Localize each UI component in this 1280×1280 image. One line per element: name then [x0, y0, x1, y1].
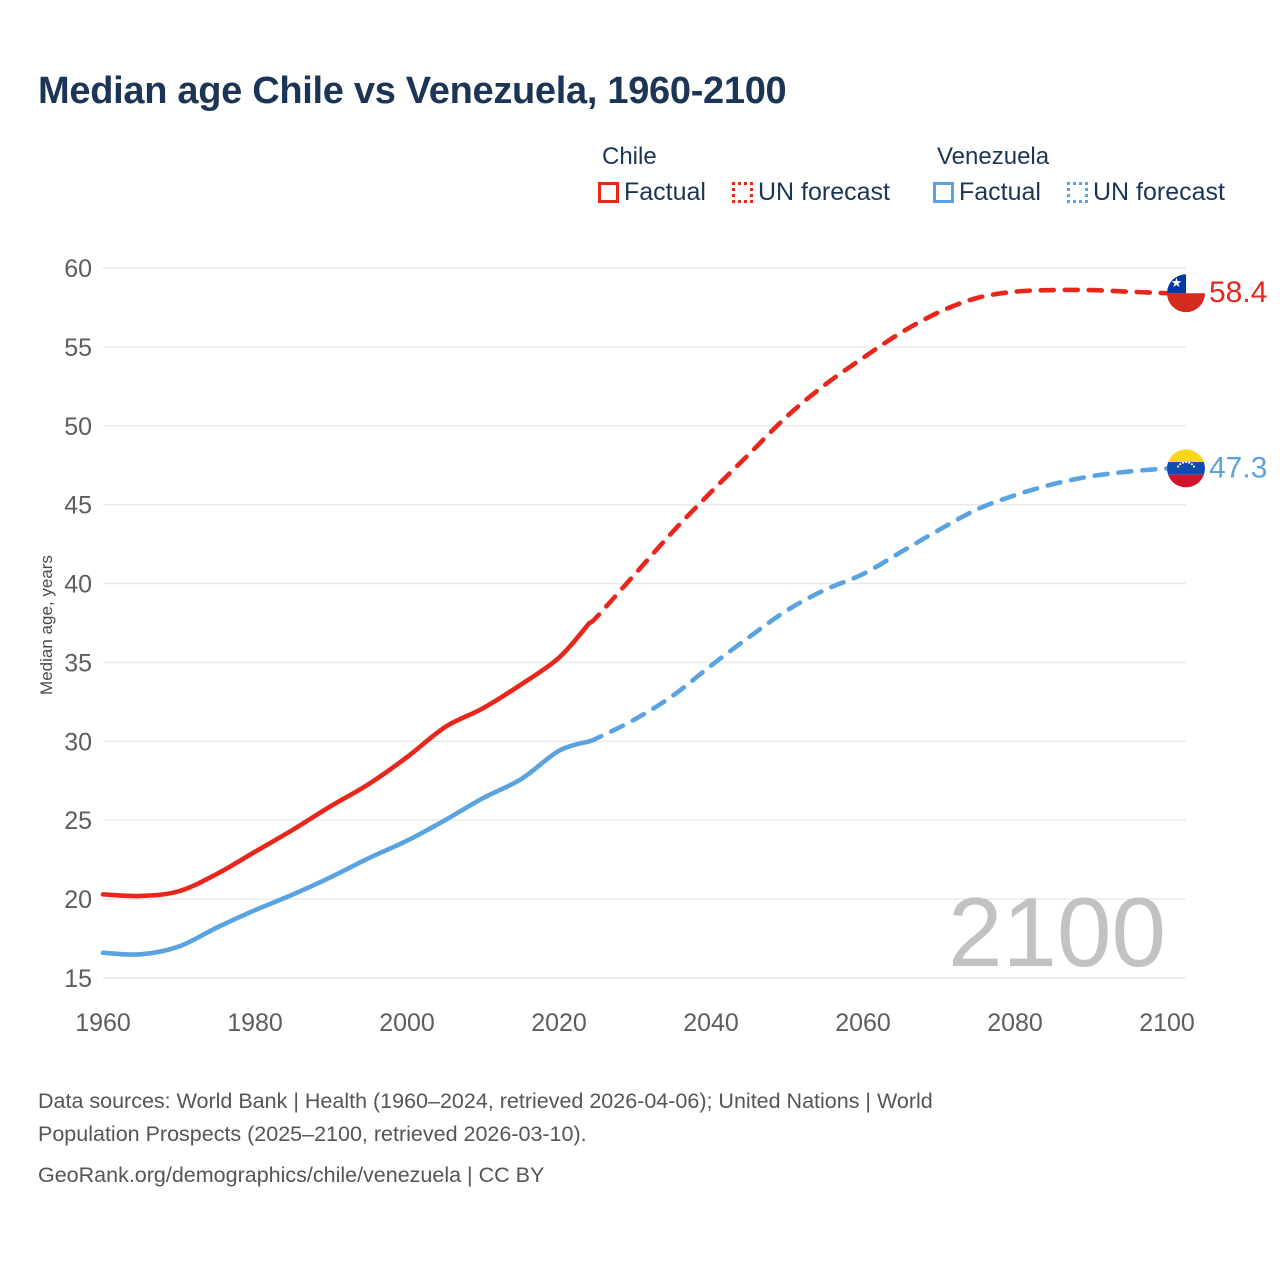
legend-label-venezuela-forecast: UN forecast: [1092, 178, 1225, 206]
footer-sources-line1: Data sources: World Bank | Health (1960–…: [38, 1089, 933, 1113]
legend-heading-chile: Chile: [602, 143, 657, 170]
x-tick-label: 2020: [531, 1009, 587, 1037]
end-label-venezuela: 47.3: [1209, 451, 1267, 484]
end-markers: ★ 58.4 47.3: [1167, 274, 1267, 488]
x-tick-label: 2060: [835, 1009, 891, 1037]
legend-swatch-dotted-blue-icon: [1066, 182, 1088, 203]
x-tick-label: 2100: [1139, 1009, 1195, 1037]
y-tick-label: 60: [64, 255, 92, 283]
legend-group-venezuela: Venezuela Factual UN forecast: [933, 142, 1225, 205]
venezuela-flag-icon: [1167, 449, 1205, 488]
series-line-chile-factual: [100, 620, 592, 899]
chile-flag-icon: ★: [1167, 274, 1205, 313]
footer: Data sources: World Bank | Health (1960–…: [38, 1085, 1188, 1192]
y-tick-label: 20: [64, 886, 92, 914]
end-label-chile: 58.4: [1209, 276, 1267, 309]
y-tick-label: 15: [64, 965, 92, 993]
legend-item-venezuela-factual[interactable]: Factual: [933, 180, 1041, 205]
legend-label-chile-forecast: UN forecast: [757, 178, 890, 206]
legend-item-chile-forecast[interactable]: UN forecast: [731, 178, 890, 206]
y-tick-label: 40: [64, 571, 92, 599]
footer-sources-line2: Population Prospects (2025–2100, retriev…: [38, 1122, 587, 1146]
y-axis-title: Median age, years: [37, 555, 56, 695]
legend-swatch-solid-blue-icon: [933, 182, 954, 203]
legend-heading-venezuela: Venezuela: [937, 143, 1050, 170]
series-line-chile-forecast: [587, 287, 1170, 626]
grid-lines: [103, 267, 1186, 979]
y-axis-tick-labels: 15 20 25 30 35 40 45 50 55 60: [64, 255, 92, 993]
y-tick-label: 25: [64, 807, 92, 835]
y-tick-label: 45: [64, 492, 92, 520]
series-line-venezuela-forecast: [587, 466, 1170, 744]
svg-text:★: ★: [1171, 275, 1183, 290]
x-tick-label: 1960: [75, 1009, 131, 1037]
x-tick-label: 2080: [987, 1009, 1043, 1037]
y-tick-label: 35: [64, 649, 92, 677]
footer-url[interactable]: GeoRank.org/demographics/chile/venezuela…: [38, 1163, 545, 1187]
legend-item-chile-factual[interactable]: Factual: [598, 180, 706, 205]
legend-swatch-solid-red-icon: [598, 182, 619, 203]
y-tick-label: 50: [64, 413, 92, 441]
legend-label-venezuela-factual: Factual: [959, 178, 1041, 206]
x-tick-label: 1980: [227, 1009, 283, 1037]
watermark-year: 2100: [948, 877, 1166, 987]
x-axis-tick-labels: 1960 1980 2000 2020 2040 2060 2080 2100: [75, 1009, 1195, 1037]
series-lines: [100, 287, 1170, 957]
y-tick-label: 30: [64, 728, 92, 756]
page-title: Median age Chile vs Venezuela, 1960-2100: [38, 70, 787, 112]
legend-label-chile-factual: Factual: [624, 178, 706, 206]
x-tick-label: 2040: [683, 1009, 739, 1037]
legend-group-chile: Chile Factual UN forecast: [598, 142, 890, 205]
y-tick-label: 55: [64, 334, 92, 362]
legend-swatch-dotted-red-icon: [731, 182, 753, 203]
chart-legend: Chile Factual UN forecast Venezuela Fact…: [598, 142, 1258, 220]
legend-item-venezuela-forecast[interactable]: UN forecast: [1066, 178, 1225, 206]
x-tick-label: 2000: [379, 1009, 435, 1037]
series-line-venezuela-factual: [100, 739, 592, 957]
